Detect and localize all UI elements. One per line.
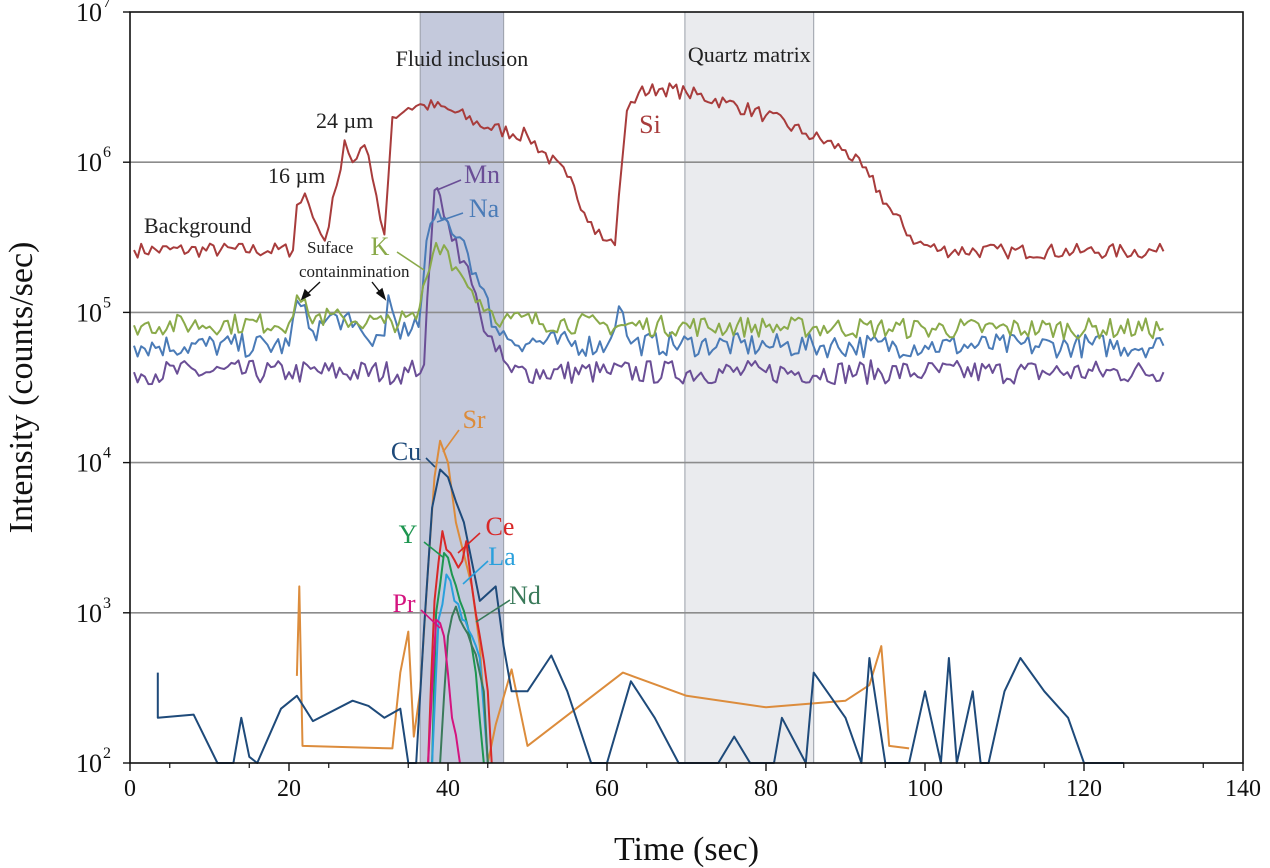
series-label-si: Si: [639, 110, 661, 139]
series-label-cu: Cu: [391, 437, 421, 466]
series-line-k: [133, 241, 1164, 341]
x-tick-label-0: 0: [124, 776, 136, 802]
annotation-24um: 24 µm: [316, 108, 373, 133]
shaded-regions: Fluid inclusion Quartz matrix: [396, 11, 815, 764]
series-label-na: Na: [469, 194, 500, 223]
region-label-0: Fluid inclusion: [396, 46, 529, 71]
x-tick-label-3: 60: [595, 776, 619, 802]
y-tick-label-exp-2: 4: [103, 445, 111, 462]
gridlines: [130, 161, 1243, 614]
series-line-nd: [439, 605, 489, 764]
y-tick-label-base-0: 10: [76, 749, 102, 778]
y-tick-label-base-1: 10: [76, 599, 102, 628]
x-axis-title: Time (sec): [614, 831, 759, 868]
series-label-k: K: [371, 232, 390, 261]
series-leader-na: [436, 212, 464, 223]
region-label-1: Quartz matrix: [688, 42, 811, 67]
y-tick-label-base-5: 10: [76, 0, 102, 27]
series-line-ce: [427, 530, 493, 764]
series-line-y: [431, 552, 485, 764]
region-1: [684, 11, 815, 764]
series-label-nd: Nd: [509, 581, 541, 610]
plot-frame: [129, 11, 1244, 764]
series-leader-y: [423, 541, 445, 559]
surface-arrowhead-right: [375, 287, 387, 301]
x-tick-label-2: 40: [436, 776, 460, 802]
y-tick-label-base-4: 10: [76, 148, 102, 177]
series-leader-mn: [436, 179, 462, 191]
series-leader-ce: [457, 532, 481, 554]
annotation-surface-1: Suface: [307, 238, 353, 257]
x-tick-label-4: 80: [754, 776, 778, 802]
y-tick-label-base-3: 10: [76, 298, 102, 327]
series-label-la: La: [488, 542, 516, 571]
series-line-la: [431, 573, 489, 764]
y-axis-title: Intensity (counts/sec): [3, 242, 40, 534]
surface-arrowhead-left: [300, 288, 312, 301]
series-line-si: [133, 82, 1165, 260]
annotation-background: Background: [144, 213, 252, 238]
series-leader-cu: [425, 457, 436, 468]
series-leader-la: [462, 560, 489, 585]
y-tick-label-base-2: 10: [76, 449, 102, 478]
annotation-arrows: [300, 281, 387, 301]
annotation-surface-2: containmination: [299, 262, 410, 281]
series-leader-sr: [442, 429, 460, 453]
series-line-cu: [156, 468, 1124, 764]
series-line-pr: [427, 618, 461, 764]
x-tick-label-5: 100: [907, 776, 943, 802]
series-leader-nd: [475, 599, 511, 623]
x-tick-label-7: 140: [1225, 776, 1261, 802]
series-label-pr: Pr: [392, 589, 415, 618]
series-leader-pr: [420, 609, 441, 629]
series-leader-k: [396, 251, 425, 271]
y-tick-label-exp-5: 7: [103, 0, 111, 11]
y-tick-label-exp-1: 3: [103, 595, 111, 612]
series-label-sr: Sr: [462, 405, 485, 434]
y-tick-label-exp-4: 6: [103, 144, 111, 161]
series-label-ce: Ce: [486, 512, 515, 541]
annotation-16um: 16 µm: [268, 163, 325, 188]
x-tick-label-1: 20: [277, 776, 301, 802]
series-label-y: Y: [399, 520, 418, 549]
series-line-mn: [133, 187, 1165, 386]
x-tick-label-6: 120: [1066, 776, 1102, 802]
series-label-mn: Mn: [464, 160, 500, 189]
y-tick-label-exp-0: 2: [103, 745, 111, 762]
y-tick-label-exp-3: 5: [103, 294, 111, 311]
series-line-na: [133, 208, 1165, 359]
